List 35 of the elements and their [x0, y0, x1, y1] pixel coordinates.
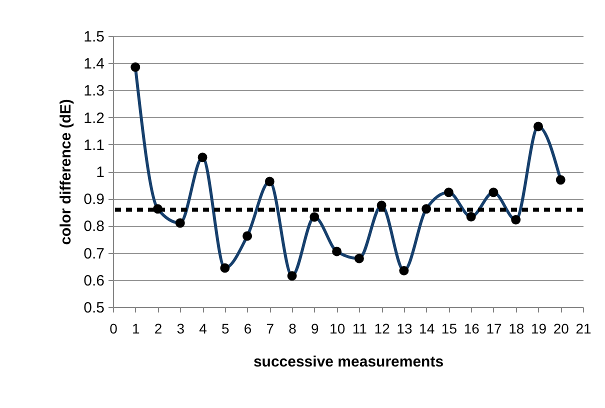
- x-tick-label: 0: [110, 320, 118, 336]
- y-tick-label: 1.3: [84, 82, 104, 100]
- x-tick-label: 1: [132, 320, 140, 336]
- y-axis-title: color difference (dE): [58, 99, 75, 245]
- x-tick-label: 5: [222, 320, 230, 336]
- x-tick-label: 20: [553, 320, 570, 336]
- x-tick-label: 6: [244, 320, 252, 336]
- x-tick-label: 15: [441, 320, 458, 336]
- y-tick-label: 0.6: [84, 272, 104, 290]
- x-tick-label: 11: [352, 320, 368, 336]
- y-tick-label: 1.1: [84, 136, 104, 154]
- x-tick-label: 2: [154, 320, 162, 336]
- x-tick-label: 4: [199, 320, 208, 336]
- x-tick-label: 8: [288, 320, 297, 336]
- x-tick-label: 18: [508, 320, 524, 336]
- x-tick-label: 14: [419, 320, 435, 336]
- y-tick-label: 1.5: [84, 28, 104, 46]
- y-tick-label: 0.5: [84, 300, 104, 316]
- y-tick-label: 1.4: [84, 56, 104, 73]
- x-tick-label: 10: [330, 320, 346, 336]
- x-tick-label: 7: [266, 320, 274, 336]
- y-tick-label: 0.9: [84, 191, 104, 208]
- y-tick-label: 1: [96, 164, 104, 181]
- x-axis-title: successive measurements: [253, 354, 444, 370]
- x-tick-label: 21: [576, 320, 592, 336]
- x-tick-label: 19: [530, 320, 547, 336]
- x-tick-label: 17: [486, 320, 502, 336]
- x-tick-label: 16: [464, 320, 480, 336]
- y-tick-label: 0.7: [84, 245, 104, 262]
- x-tick-label: 13: [396, 320, 412, 336]
- y-tick-label: 1.2: [84, 110, 104, 127]
- x-tick-label: 3: [176, 320, 185, 336]
- y-tick-label: 0.8: [84, 218, 104, 236]
- x-tick-label: 9: [311, 320, 320, 336]
- x-tick-label: 12: [374, 320, 390, 336]
